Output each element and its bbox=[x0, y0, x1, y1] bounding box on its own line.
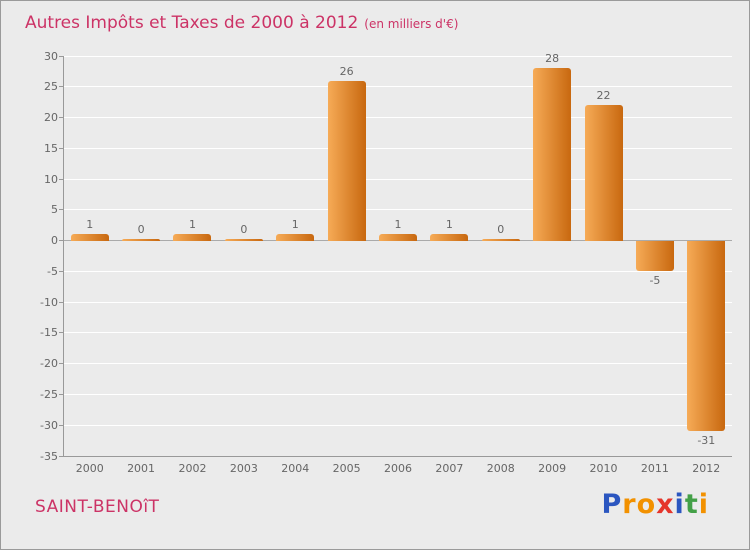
logo-letter: P bbox=[601, 489, 623, 520]
x-tick-label: 2003 bbox=[229, 462, 258, 475]
y-tick-mark bbox=[59, 117, 64, 119]
bar[interactable] bbox=[481, 239, 520, 241]
gridline bbox=[64, 393, 732, 395]
x-tick-label: 2002 bbox=[178, 462, 207, 475]
gridline bbox=[64, 270, 732, 272]
y-tick-mark bbox=[59, 178, 64, 180]
y-tick-label: -5 bbox=[47, 264, 58, 278]
bar-value-label: 0 bbox=[497, 223, 505, 237]
location-label: SAINT-BENOîT bbox=[35, 497, 160, 517]
bar[interactable] bbox=[635, 240, 674, 272]
y-tick-mark bbox=[59, 301, 64, 303]
bar[interactable] bbox=[327, 80, 366, 241]
x-tick-label: 2008 bbox=[486, 462, 515, 475]
bar[interactable] bbox=[584, 105, 623, 241]
y-tick-label: 20 bbox=[44, 111, 58, 125]
y-tick-mark bbox=[59, 209, 64, 211]
logo-letter: r bbox=[622, 489, 637, 520]
gridline bbox=[64, 209, 732, 211]
bar[interactable] bbox=[687, 240, 726, 432]
bar-value-label: 1 bbox=[86, 218, 94, 232]
x-tick-label: 2006 bbox=[384, 462, 412, 475]
x-tick-label: 2000 bbox=[75, 462, 104, 475]
y-tick-label: -20 bbox=[40, 357, 58, 371]
bar[interactable] bbox=[430, 234, 469, 241]
bar[interactable] bbox=[173, 234, 212, 241]
bar-value-label: 1 bbox=[291, 218, 299, 232]
logo-letter: t bbox=[684, 489, 699, 520]
bar[interactable] bbox=[276, 234, 315, 241]
chart-title-text: Autres Impôts et Taxes de 2000 à 2012 bbox=[25, 13, 359, 33]
gridline bbox=[64, 363, 732, 365]
x-tick-label: 2001 bbox=[127, 462, 156, 475]
logo-letter: x bbox=[656, 489, 675, 520]
gridline bbox=[64, 147, 732, 149]
y-tick-mark bbox=[59, 270, 64, 272]
bar-value-label: 1 bbox=[445, 218, 453, 232]
bar-value-label: 1 bbox=[188, 218, 196, 232]
y-tick-mark bbox=[59, 147, 64, 149]
y-tick-label: 25 bbox=[44, 80, 58, 94]
bar[interactable] bbox=[122, 239, 161, 241]
y-tick-label: -15 bbox=[40, 326, 58, 340]
logo-letter: o bbox=[636, 489, 657, 520]
y-tick-label: 30 bbox=[44, 49, 58, 63]
bar[interactable] bbox=[224, 239, 263, 241]
y-tick-mark bbox=[59, 86, 64, 88]
y-tick-label: -30 bbox=[40, 418, 58, 432]
y-tick-label: 10 bbox=[44, 172, 58, 186]
zero-gridline bbox=[64, 240, 732, 242]
bar[interactable] bbox=[533, 68, 572, 241]
y-tick-label: 5 bbox=[51, 203, 58, 217]
bar-value-label: 1 bbox=[394, 218, 402, 232]
y-tick-label: -25 bbox=[40, 387, 58, 401]
x-tick-label: 2005 bbox=[332, 462, 361, 475]
bar-value-label: 28 bbox=[545, 52, 560, 66]
gridline bbox=[64, 178, 732, 180]
bar-value-label: -5 bbox=[649, 274, 661, 288]
x-tick-label: 2011 bbox=[640, 462, 669, 475]
y-tick-label: -35 bbox=[40, 449, 58, 463]
x-tick-label: 2004 bbox=[281, 462, 310, 475]
chart-title: Autres Impôts et Taxes de 2000 à 2012 (en… bbox=[25, 13, 458, 33]
plot-area: -35 -30 -25 -20 -15 -10 -5 0 5 10 15 20 25 30 1 2000 0 20… bbox=[40, 50, 732, 475]
bar-value-label: 0 bbox=[240, 223, 248, 237]
gridline bbox=[64, 117, 732, 119]
logo-letter: i bbox=[698, 489, 709, 520]
proxiti-logo: Proxiti bbox=[601, 489, 709, 520]
bar-value-label: 0 bbox=[137, 223, 145, 237]
logo-letter: i bbox=[674, 489, 685, 520]
gridline bbox=[64, 332, 732, 334]
bar-value-label: 22 bbox=[596, 89, 611, 103]
bar[interactable] bbox=[379, 234, 417, 241]
x-tick-label: 2010 bbox=[589, 462, 618, 475]
x-tick-label: 2007 bbox=[435, 462, 464, 475]
gridline bbox=[64, 301, 732, 303]
y-tick-label: -10 bbox=[40, 295, 58, 309]
y-tick-mark bbox=[59, 55, 64, 57]
chart-title-unit: (en milliers d'€) bbox=[364, 17, 459, 31]
bar[interactable] bbox=[70, 234, 109, 241]
y-tick-mark bbox=[59, 393, 64, 395]
x-tick-label: 2009 bbox=[538, 462, 567, 475]
y-tick-mark bbox=[59, 455, 64, 457]
bar-value-label: -31 bbox=[697, 434, 716, 448]
gridline bbox=[64, 86, 732, 88]
gridline bbox=[64, 55, 732, 57]
bar-value-label: 26 bbox=[339, 64, 354, 78]
y-tick-label: 0 bbox=[51, 234, 58, 248]
y-tick-mark bbox=[59, 332, 64, 334]
y-tick-mark bbox=[59, 424, 64, 426]
y-tick-mark bbox=[59, 240, 64, 242]
y-tick-mark bbox=[59, 363, 64, 365]
x-tick-label: 2012 bbox=[692, 462, 721, 475]
gridline bbox=[64, 424, 732, 426]
y-tick-label: 15 bbox=[44, 141, 58, 155]
